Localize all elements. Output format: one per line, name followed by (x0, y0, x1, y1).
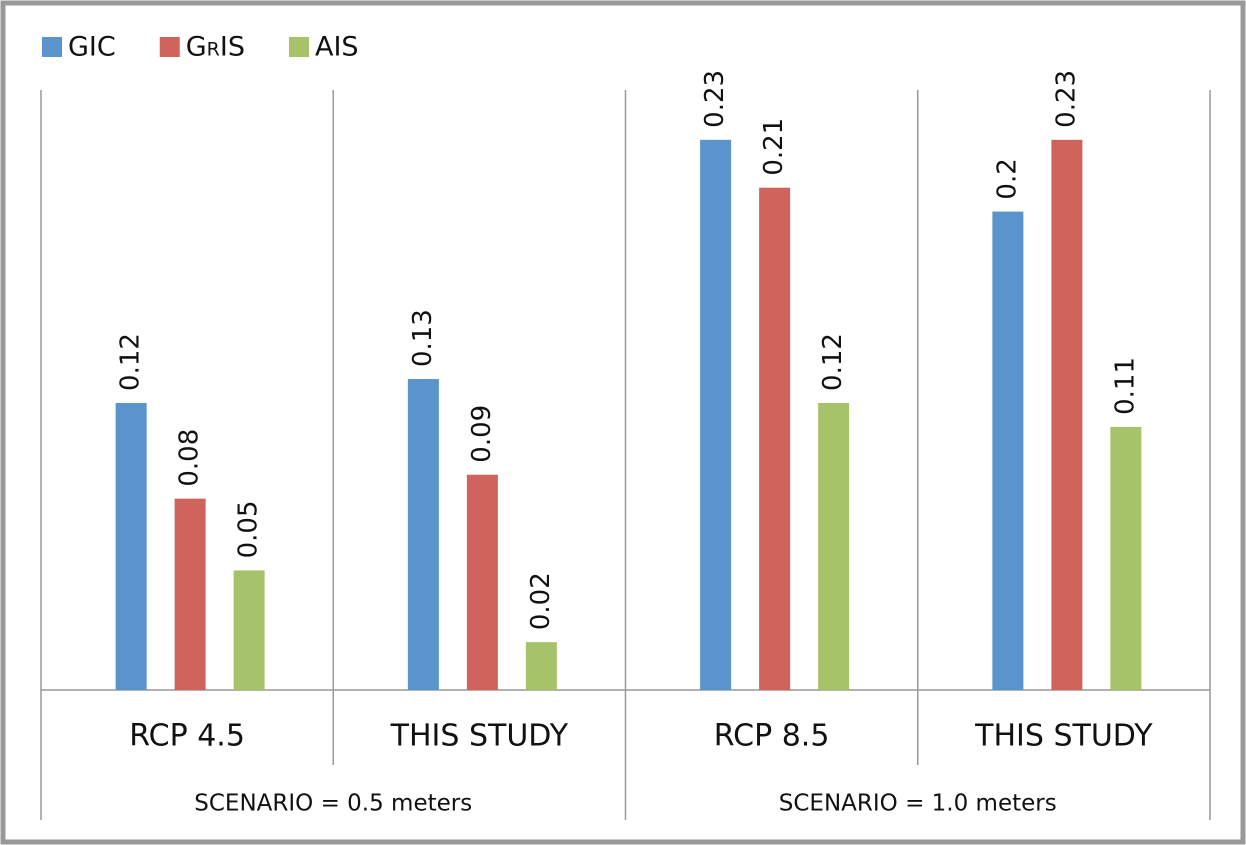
bar (759, 187, 791, 690)
bar (407, 379, 439, 690)
data-label: 0.23 (700, 70, 730, 128)
data-label: 0.12 (818, 333, 848, 391)
bar (818, 402, 850, 690)
bar (525, 642, 557, 690)
legend-label: GIC (68, 32, 116, 63)
bar (115, 402, 147, 690)
data-label: 0.09 (467, 405, 497, 463)
data-label: 0.05 (234, 501, 264, 559)
group-label: SCENARIO = 1.0 meters (779, 791, 1057, 817)
data-label: 0.08 (175, 429, 205, 487)
data-label: 0.11 (1110, 357, 1140, 415)
data-label: 0.13 (408, 309, 438, 367)
bar (1110, 426, 1142, 690)
x-tick-label: THIS STUDY (974, 719, 1153, 754)
bar (700, 139, 732, 691)
x-tick-label: THIS STUDY (390, 719, 569, 754)
bar (466, 474, 498, 690)
bar (992, 211, 1024, 690)
x-tick-label: RCP 8.5 (714, 719, 830, 754)
data-label: 0.21 (759, 118, 789, 176)
group-label: SCENARIO = 0.5 meters (194, 791, 472, 817)
data-label: 0.2 (992, 158, 1022, 199)
data-label: 0.12 (116, 333, 146, 391)
bar (1051, 139, 1083, 691)
x-tick-label: RCP 4.5 (129, 719, 245, 754)
legend-label: GrIS (186, 32, 245, 63)
legend-swatch (288, 37, 309, 57)
legend-label: AIS (315, 32, 359, 63)
data-label: 0.02 (526, 572, 556, 630)
data-label: 0.23 (1051, 70, 1081, 128)
bar (233, 570, 265, 690)
legend-swatch (42, 37, 62, 57)
legend-swatch (159, 37, 180, 57)
bar (174, 498, 206, 690)
